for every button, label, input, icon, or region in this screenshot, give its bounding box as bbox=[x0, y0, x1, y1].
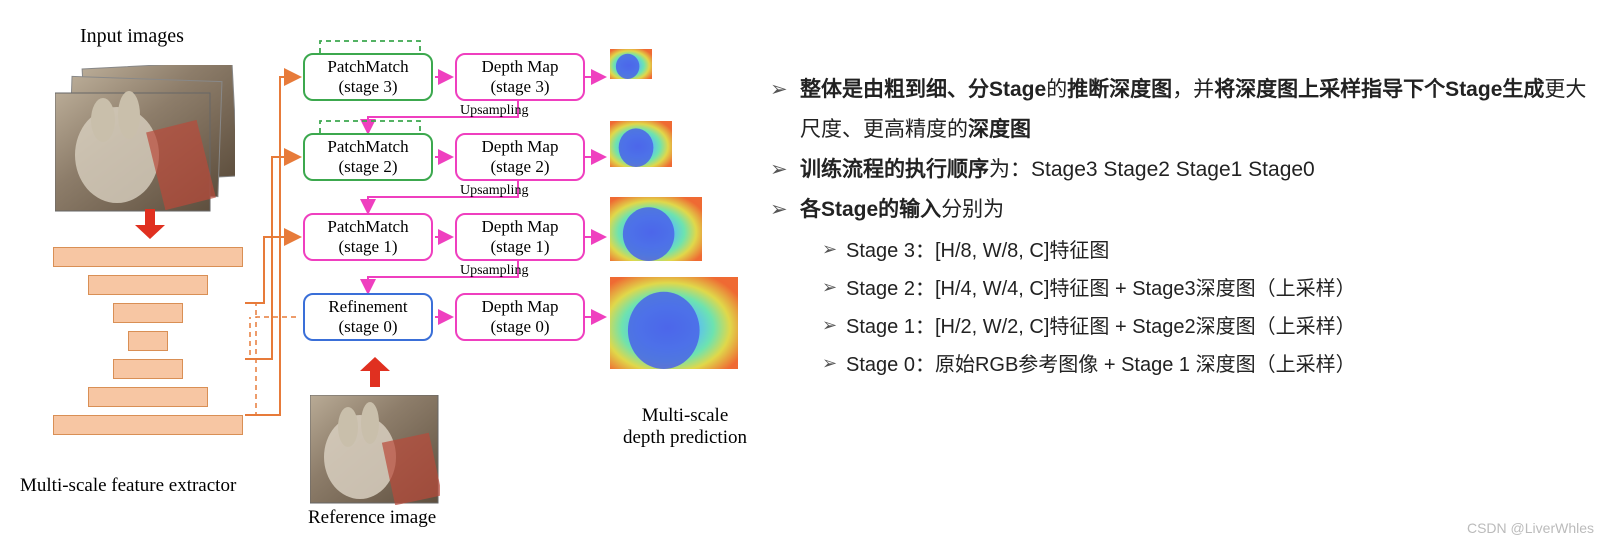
pyramid-bar bbox=[88, 387, 208, 407]
depth-thumb-s2 bbox=[610, 121, 672, 167]
stage-box-s0-right: Depth Map(stage 0) bbox=[455, 293, 585, 341]
stage-box-s3-right: Depth Map(stage 3) bbox=[455, 53, 585, 101]
upsampling-label: Upsampling bbox=[460, 103, 528, 119]
pyramid-bar bbox=[53, 247, 243, 267]
sub-bullet-s3: Stage 3：[H/8, W/8, C]特征图 bbox=[800, 232, 1590, 270]
description-panel: 整体是由粗到细、分Stage的推断深度图，并将深度图上采样指导下个Stage生成… bbox=[770, 70, 1590, 384]
pyramid-bar bbox=[53, 415, 243, 435]
depth-thumb-s0 bbox=[610, 277, 738, 369]
architecture-diagram: Input images Multi-scale feature extract… bbox=[20, 25, 730, 525]
reference-image bbox=[310, 395, 440, 505]
watermark: CSDN @LiverWhles bbox=[1467, 520, 1594, 536]
depth-thumb-s3 bbox=[610, 49, 652, 79]
input-images-label: Input images bbox=[80, 25, 184, 48]
stage-box-s1-left: PatchMatch(stage 1) bbox=[303, 213, 433, 261]
pyramid-bar bbox=[113, 303, 183, 323]
pyramid-bar bbox=[88, 275, 208, 295]
stage-box-s2-right: Depth Map(stage 2) bbox=[455, 133, 585, 181]
sub-bullet-s1: Stage 1：[H/2, W/2, C]特征图 + Stage2深度图（上采样… bbox=[800, 308, 1590, 346]
pyramid-bar bbox=[113, 359, 183, 379]
stage-box-s3-left: PatchMatch(stage 3) bbox=[303, 53, 433, 101]
depth-thumb-s1 bbox=[610, 197, 702, 261]
upsampling-label: Upsampling bbox=[460, 263, 528, 279]
stage-box-s0-left: Refinement(stage 0) bbox=[303, 293, 433, 341]
up-arrow-icon bbox=[355, 355, 395, 395]
upsampling-label: Upsampling bbox=[460, 183, 528, 199]
bullet-3: 各Stage的输入分别为 Stage 3：[H/8, W/8, C]特征图 St… bbox=[770, 190, 1590, 384]
sub-bullet-s0: Stage 0：原始RGB参考图像 + Stage 1 深度图（上采样） bbox=[800, 346, 1590, 384]
bullet-1: 整体是由粗到细、分Stage的推断深度图，并将深度图上采样指导下个Stage生成… bbox=[770, 70, 1590, 150]
stage-box-s2-left: PatchMatch(stage 2) bbox=[303, 133, 433, 181]
bullet-2: 训练流程的执行顺序为：Stage3 Stage2 Stage1 Stage0 bbox=[770, 150, 1590, 190]
down-arrow-icon bbox=[130, 207, 170, 247]
pyramid-bar bbox=[128, 331, 168, 351]
sub-bullet-s2: Stage 2：[H/4, W/4, C]特征图 + Stage3深度图（上采样… bbox=[800, 270, 1590, 308]
prediction-label: Multi-scale depth prediction bbox=[615, 405, 755, 449]
stage-box-s1-right: Depth Map(stage 1) bbox=[455, 213, 585, 261]
extractor-label: Multi-scale feature extractor bbox=[20, 475, 236, 497]
reference-label: Reference image bbox=[308, 507, 436, 529]
